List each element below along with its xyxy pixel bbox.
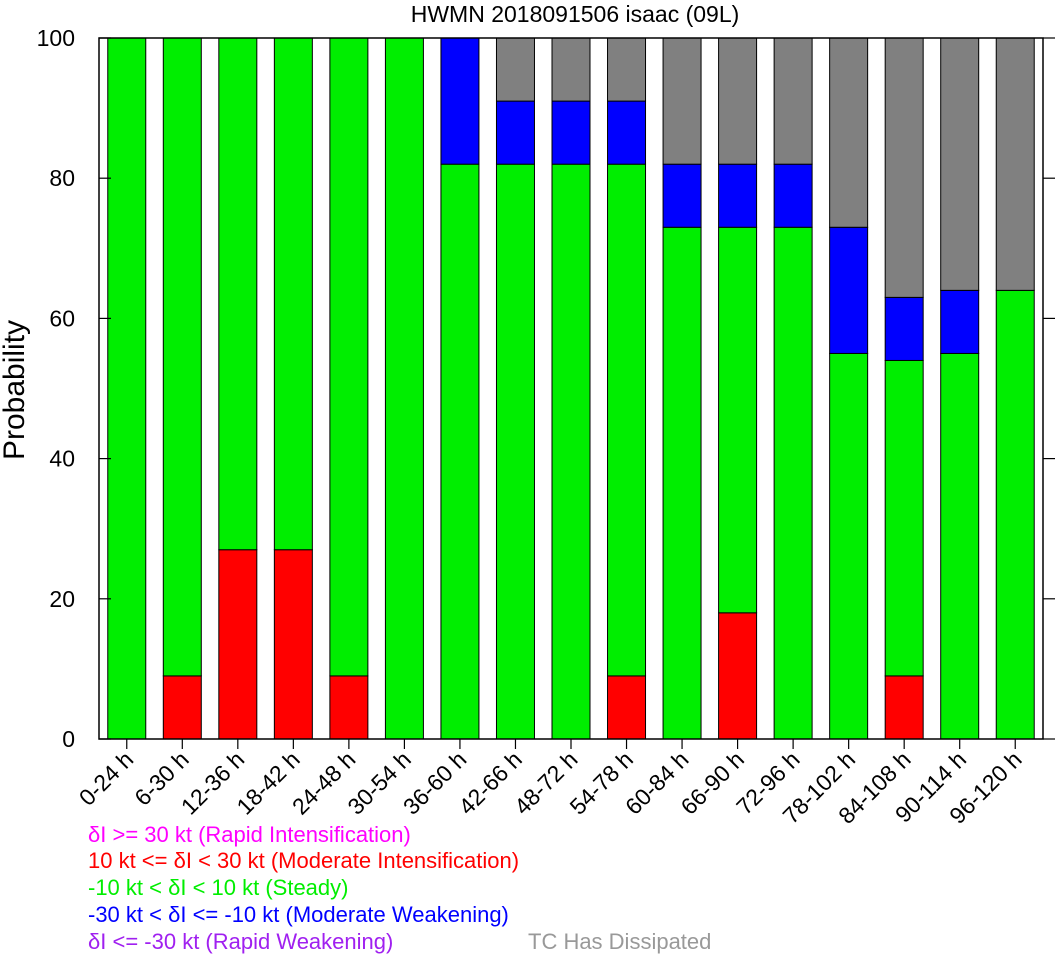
bar-48-72-h-steady	[551, 163, 591, 740]
bar-0-24-h-steady	[107, 37, 147, 740]
bar-54-78-h-tc-has-dissipated	[607, 37, 647, 102]
bar-24-48-h-steady	[329, 37, 369, 677]
legend-steady: -10 kt < δI < 10 kt (Steady)	[88, 875, 348, 900]
bar-84-108-h-moderate-intensification	[884, 675, 924, 740]
legend-rapid-weakening: δI <= -30 kt (Rapid Weakening)	[88, 929, 393, 954]
bar-6-30-h-moderate-intensification	[162, 675, 202, 740]
bar-78-102-h-tc-has-dissipated	[829, 37, 869, 228]
bar-54-78-h-moderate-weakening	[607, 100, 647, 165]
bar-84-108-h-tc-has-dissipated	[884, 37, 924, 298]
bar-36-60-h-moderate-weakening	[440, 37, 480, 165]
bar-90-114-h-tc-has-dissipated	[940, 37, 980, 291]
legend-moderate-weakening: -30 kt < δI <= -10 kt (Moderate Weakenin…	[88, 902, 509, 927]
bar-72-96-h-moderate-weakening	[773, 163, 813, 228]
y-tick-label: 20	[49, 586, 75, 612]
bar-60-84-h-moderate-weakening	[662, 163, 702, 228]
bar-24-48-h-moderate-intensification	[329, 675, 369, 740]
bar-12-36-h-steady	[218, 37, 258, 551]
bar-84-108-h-steady	[884, 359, 924, 677]
bar-66-90-h-moderate-weakening	[718, 163, 758, 228]
bar-66-90-h-steady	[718, 226, 758, 614]
bar-54-78-h-steady	[607, 163, 647, 677]
legend-moderate-intensification: 10 kt <= δI < 30 kt (Moderate Intensific…	[88, 848, 519, 873]
legend: δI >= 30 kt (Rapid Intensification) 10 k…	[88, 822, 711, 954]
y-tick-label: 60	[49, 305, 75, 331]
y-tick-label: 40	[49, 446, 75, 472]
bar-30-54-h-steady	[384, 37, 424, 740]
bar-72-96-h-steady	[773, 226, 813, 740]
bars-layer	[107, 37, 1035, 740]
y-tick-label: 0	[62, 726, 75, 752]
legend-rapid-intensification: δI >= 30 kt (Rapid Intensification)	[88, 822, 411, 847]
bar-12-36-h-moderate-intensification	[218, 549, 258, 740]
bar-42-66-h-tc-has-dissipated	[495, 37, 535, 102]
bar-6-30-h-steady	[162, 37, 202, 677]
bar-18-42-h-moderate-intensification	[273, 549, 313, 740]
y-axis-label: Probability	[0, 320, 31, 460]
bar-36-60-h-steady	[440, 163, 480, 740]
y-tick-label: 80	[49, 165, 75, 191]
bar-18-42-h-steady	[273, 37, 313, 551]
bar-90-114-h-moderate-weakening	[940, 289, 980, 354]
bar-90-114-h-steady	[940, 352, 980, 740]
chart-title: HWMN 2018091506 isaac (09L)	[411, 1, 740, 27]
bar-72-96-h-tc-has-dissipated	[773, 37, 813, 165]
bar-78-102-h-moderate-weakening	[829, 226, 869, 354]
bar-66-90-h-moderate-intensification	[718, 612, 758, 740]
bar-42-66-h-steady	[495, 163, 535, 740]
bar-60-84-h-steady	[662, 226, 702, 740]
bar-96-120-h-tc-has-dissipated	[995, 37, 1035, 291]
bar-96-120-h-steady	[995, 289, 1035, 740]
bar-84-108-h-moderate-weakening	[884, 296, 924, 361]
y-tick-label: 100	[37, 25, 75, 51]
bar-42-66-h-moderate-weakening	[495, 100, 535, 165]
x-tick-label: 0-24 h	[74, 746, 139, 811]
bar-48-72-h-tc-has-dissipated	[551, 37, 591, 102]
bar-48-72-h-moderate-weakening	[551, 100, 591, 165]
bar-66-90-h-tc-has-dissipated	[718, 37, 758, 165]
bar-78-102-h-steady	[829, 352, 869, 740]
legend-dissipated: TC Has Dissipated	[528, 929, 711, 954]
bar-54-78-h-moderate-intensification	[607, 675, 647, 740]
bar-60-84-h-tc-has-dissipated	[662, 37, 702, 165]
